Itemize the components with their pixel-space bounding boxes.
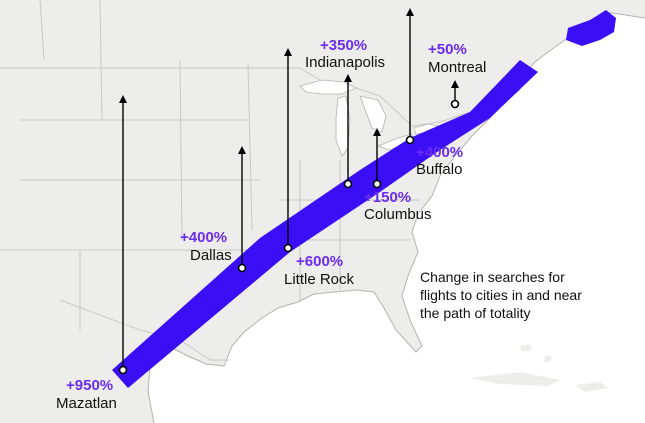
newfoundland [566,10,616,46]
dot-montreal [450,99,460,109]
city-columbus: Columbus [364,206,432,223]
change-little-rock: +600% [296,253,343,270]
lake-michigan [335,95,351,157]
city-dots [118,99,460,375]
change-columbus: +150% [364,189,411,206]
city-mazatlan: Mazatlan [56,395,117,412]
change-montreal: +50% [428,41,467,58]
note-line-3: the path of totality [420,305,531,321]
lake-superior [299,79,357,95]
dot-columbus [372,179,382,189]
note-line-1: Change in searches for [420,269,565,285]
note-line-2: flights to cities in and near [420,287,582,303]
city-little-rock: Little Rock [284,271,355,288]
dot-buffalo [405,135,415,145]
change-indianapolis: +350% [320,37,367,54]
change-buffalo: +400% [416,144,463,161]
lake-huron [359,95,387,133]
city-buffalo: Buffalo [416,161,462,178]
change-dallas: +400% [180,229,227,246]
dot-dallas [237,263,247,273]
city-arrows [119,8,459,368]
change-mazatlan: +950% [66,377,113,394]
caribbean-islands [470,344,608,392]
city-indianapolis: Indianapolis [305,54,385,71]
path-of-totality [112,60,538,388]
borders [0,0,521,361]
chart-note: Change in searches for flights to cities… [420,268,630,322]
city-montreal: Montreal [428,59,486,76]
dot-indianapolis [343,179,353,189]
city-labels: +950% Mazatlan +400% Dallas +600% Little… [56,37,486,412]
city-dallas: Dallas [190,247,232,264]
dot-mazatlan [118,365,128,375]
dot-little-rock [283,243,293,253]
